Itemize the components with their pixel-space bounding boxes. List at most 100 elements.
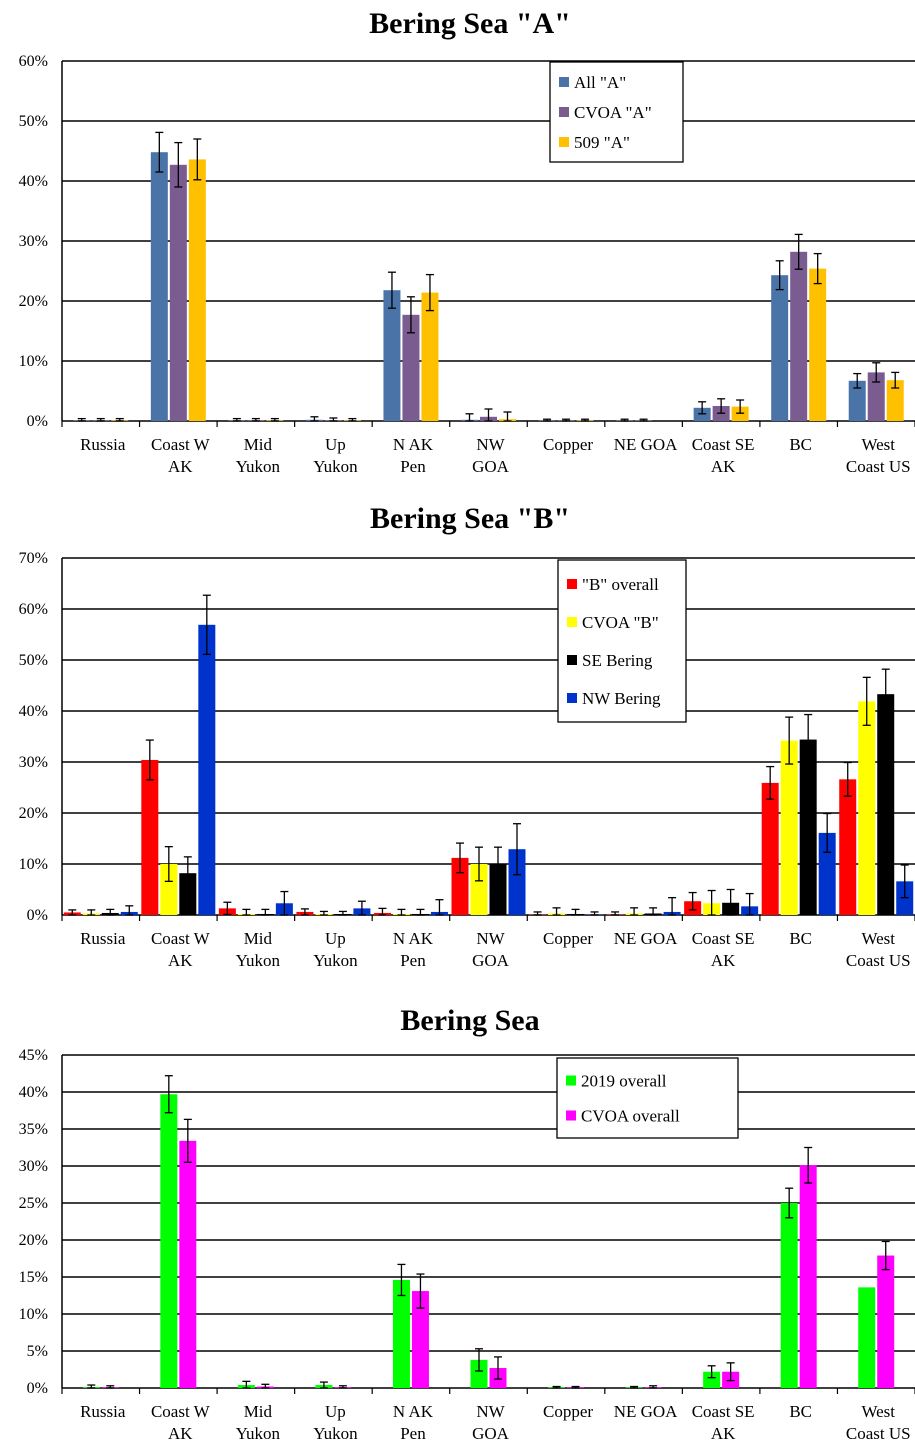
bar (179, 1140, 197, 1388)
error-bar (611, 911, 620, 916)
error-bar (406, 296, 415, 334)
error-bar (348, 417, 357, 422)
y-tick-label: 50% (19, 652, 48, 669)
x-tick-label: Mid Yukon (236, 1402, 281, 1443)
bar (470, 864, 488, 915)
error-bar (794, 233, 803, 270)
legend-label: NW Bering (582, 689, 661, 708)
error-bar (338, 1385, 347, 1389)
error-bar (475, 846, 483, 882)
x-tick-label: Up Yukon (313, 1402, 358, 1443)
error-bar (456, 842, 464, 874)
bar (790, 251, 808, 421)
error-bar (766, 765, 775, 800)
bar (141, 759, 159, 915)
legend: All "A" CVOA "A" 509 "A" (549, 61, 684, 163)
error-bar (804, 713, 813, 766)
y-tick-label: 40% (19, 703, 48, 720)
error-bar (164, 846, 173, 882)
legend-label: CVOA "B" (582, 613, 659, 632)
error-bar (329, 417, 338, 422)
error-bar (77, 417, 86, 422)
x-tick-label: Coast W AK (151, 929, 211, 970)
bar (877, 1255, 895, 1388)
bar (150, 152, 168, 421)
error-bar (378, 907, 387, 916)
error-bar (813, 252, 822, 285)
error-bar (435, 899, 444, 916)
bar (818, 832, 836, 915)
bar (451, 857, 469, 915)
legend: "B" overall CVOA "B" SE Bering NW Bering (557, 559, 687, 723)
x-tick-label: BC (789, 929, 812, 948)
y-tick-label: 15% (19, 1269, 48, 1286)
x-tick-label: NE GOA (614, 1402, 678, 1421)
bar (489, 864, 507, 915)
error-bar (416, 1273, 425, 1309)
bar (411, 1291, 429, 1388)
error-bar (270, 417, 279, 422)
y-tick-label: 45% (19, 1047, 48, 1064)
error-bar (900, 864, 909, 899)
error-bar (465, 413, 474, 422)
error-bar (242, 1380, 251, 1389)
bar (421, 292, 439, 421)
x-tick-label: Coast SE AK (692, 929, 755, 970)
error-bar (736, 399, 745, 414)
error-bar (202, 594, 211, 656)
x-tick-label: NE GOA (614, 435, 678, 454)
error-bar (145, 739, 154, 781)
legend-swatch (567, 693, 577, 703)
error-bar (87, 1384, 96, 1389)
bar (839, 779, 857, 915)
bar (169, 164, 187, 422)
error-bar (416, 908, 425, 916)
bar (780, 1203, 798, 1388)
chart-title: Bering Sea "B" (370, 502, 570, 535)
error-bar (552, 1385, 561, 1389)
y-tick-label: 60% (19, 53, 48, 70)
error-bar (785, 716, 794, 765)
bar (703, 1371, 721, 1388)
bar (392, 1279, 410, 1388)
error-bar (881, 1240, 890, 1271)
error-bar (823, 812, 832, 853)
error-bar (425, 273, 434, 312)
x-tick-label: Coast SE AK (692, 1402, 755, 1443)
error-bar (164, 1075, 173, 1114)
error-bar (484, 408, 493, 422)
error-bar (726, 1362, 735, 1382)
x-tick-label: Coast W AK (151, 435, 211, 476)
error-bar (571, 1385, 580, 1389)
error-bar (193, 138, 202, 181)
error-bar (106, 1385, 115, 1389)
legend-swatch (559, 107, 569, 117)
error-bar (68, 909, 77, 916)
error-bar (872, 362, 881, 383)
error-bar (387, 271, 396, 309)
y-tick-label: 0% (27, 907, 48, 924)
legend-label: SE Bering (582, 651, 653, 670)
bar (886, 380, 904, 421)
bar (780, 740, 798, 915)
bar (470, 1359, 488, 1388)
bar (848, 380, 866, 421)
error-bar (717, 398, 726, 414)
error-bar (630, 907, 639, 916)
error-bar (397, 1263, 406, 1297)
chart-2: Bering Sea "B" 0% 10% 20% 30% 40% 50% 60% 70% Rus… (19, 502, 915, 970)
error-bar (843, 761, 852, 797)
bar (809, 268, 827, 421)
error-bar (698, 401, 707, 415)
chart-title: Bering Sea "A" (369, 7, 571, 40)
error-bar (494, 1356, 502, 1380)
legend-label: All "A" (574, 73, 626, 92)
x-tick-label: NW GOA (472, 435, 510, 476)
chart-3: Bering Sea 0% 5% 10% 15% 20% 25% 30% 35% 40% 45% Ru… (19, 1004, 915, 1443)
error-bar (881, 668, 890, 720)
bar (402, 314, 420, 421)
legend-label: CVOA overall (581, 1107, 680, 1126)
error-bar (319, 910, 328, 916)
y-tick-label: 50% (19, 113, 48, 130)
